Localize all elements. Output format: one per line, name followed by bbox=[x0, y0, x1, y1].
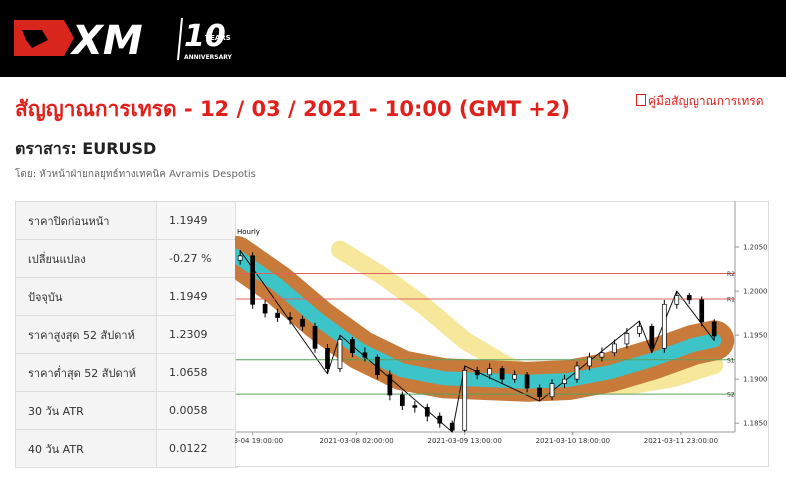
candle-body bbox=[399, 394, 405, 406]
candle-body bbox=[437, 415, 443, 424]
label-cell: เปลี่ยนแปลง bbox=[15, 239, 157, 278]
candle-body bbox=[487, 368, 493, 376]
candle-body bbox=[250, 255, 255, 305]
candle-body bbox=[237, 255, 243, 261]
y-tick-label: 1.2050 bbox=[743, 244, 768, 252]
value-cell: 1.1949 bbox=[156, 277, 238, 316]
x-tick-label: 2021-03-11 23:00:00 bbox=[644, 437, 718, 445]
author: โดย: หัวหน้าฝ่ายกลยุทธ์ทางเทคนิค Avramis… bbox=[15, 169, 256, 180]
logo-years: YEARS bbox=[204, 34, 231, 42]
y-tick-label: 1.1950 bbox=[743, 332, 768, 340]
candle-body bbox=[661, 303, 667, 349]
candle-body bbox=[587, 356, 592, 367]
level-label: S1 bbox=[727, 357, 735, 364]
value-cell: 1.0658 bbox=[156, 353, 238, 392]
candle-body bbox=[524, 374, 530, 389]
candle-body bbox=[387, 374, 393, 396]
instrument: ตราสาร: EURUSD bbox=[15, 139, 157, 158]
value-cell: 0.0058 bbox=[156, 391, 238, 430]
logo-bull bbox=[22, 30, 48, 48]
value-cell: 1.1949 bbox=[156, 201, 238, 240]
x-tick-label: 2021-03-08 02:00:00 bbox=[319, 437, 393, 445]
guide-text[interactable]: คู่มือสัญญาณการเทรด bbox=[648, 94, 764, 108]
candle-body bbox=[649, 325, 655, 349]
candle-body bbox=[637, 325, 642, 334]
table-row: ราคาปิดก่อนหน้า 1.1949 bbox=[15, 201, 238, 240]
candle-body bbox=[287, 317, 293, 320]
candle-body bbox=[300, 318, 305, 327]
candle-body bbox=[499, 368, 505, 380]
candle-body bbox=[711, 321, 717, 337]
guide-link[interactable]: คู่มือสัญญาณการเทรด bbox=[636, 92, 764, 111]
candle-body bbox=[412, 405, 418, 408]
candle-body bbox=[350, 339, 355, 354]
candle-body bbox=[275, 312, 280, 318]
candle-body bbox=[686, 295, 692, 301]
value-cell: -0.27 % bbox=[156, 239, 238, 278]
chart-title: Hourly bbox=[237, 228, 260, 236]
table-row: เปลี่ยนแปลง -0.27 % bbox=[15, 239, 238, 278]
info-table: ราคาปิดก่อนหน้า 1.1949 เปลี่ยนแปลง -0.27 % ป… bbox=[15, 201, 238, 468]
y-tick-label: 1.1850 bbox=[743, 420, 768, 428]
candle-body bbox=[375, 356, 380, 376]
candle-body bbox=[462, 369, 468, 431]
table-row: 30 วัน ATR 0.0058 bbox=[15, 391, 238, 430]
table-row: ปัจจุบัน 1.1949 bbox=[15, 277, 238, 316]
candle-body bbox=[337, 339, 343, 369]
table-row: 40 วัน ATR 0.0122 bbox=[15, 429, 238, 468]
page-title: สัญญาณการเทรด - 12 / 03 / 2021 - 10:00 (… bbox=[15, 97, 571, 121]
candle-body bbox=[325, 347, 330, 369]
candle-body bbox=[549, 383, 555, 398]
logo-text: XM bbox=[69, 18, 143, 64]
value-cell: 1.2309 bbox=[156, 315, 238, 354]
label-cell: ปัจจุบัน bbox=[15, 277, 157, 316]
value-cell: 0.0122 bbox=[156, 429, 238, 468]
candle-body bbox=[624, 333, 630, 345]
table-row: ราคาสูงสุด 52 สัปดาห์ 1.2309 bbox=[15, 315, 238, 354]
label-cell: ราคาสูงสุด 52 สัปดาห์ bbox=[15, 315, 157, 354]
logo-divider bbox=[177, 17, 183, 61]
pdf-icon bbox=[636, 94, 646, 106]
label-cell: ราคาต่ำสุด 52 สัปดาห์ bbox=[15, 353, 157, 392]
candle-body bbox=[474, 369, 480, 376]
candle-body bbox=[537, 387, 542, 398]
y-tick-label: 1.1900 bbox=[743, 376, 768, 384]
candle-body bbox=[512, 374, 517, 380]
header: XM 10 YEARS ANNIVERSARY bbox=[0, 0, 786, 77]
x-tick-label: 1-03-04 19:00:00 bbox=[235, 437, 283, 445]
candle-body bbox=[424, 406, 430, 417]
y-tick-label: 1.2000 bbox=[743, 288, 768, 296]
level-label: R1 bbox=[727, 297, 735, 304]
logo-number: 10 bbox=[184, 19, 226, 54]
logo-sub: ANNIVERSARY bbox=[184, 54, 233, 61]
chart: Hourly 1.1850 1.1900 1.1950 1.2000 1.2050 1-0… bbox=[235, 201, 769, 467]
candle-body bbox=[699, 299, 705, 323]
candle-body bbox=[574, 365, 580, 380]
candle-body bbox=[362, 352, 368, 358]
table-row: ราคาต่ำสุด 52 สัปดาห์ 1.0658 bbox=[15, 353, 238, 392]
label-cell: ราคาปิดก่อนหน้า bbox=[15, 201, 157, 240]
candle-body bbox=[599, 352, 605, 358]
candle-body bbox=[612, 343, 617, 354]
candle-body bbox=[449, 422, 455, 431]
candle-body bbox=[262, 303, 268, 314]
x-tick-label: 2021-03-10 18:00:00 bbox=[536, 437, 610, 445]
label-cell: 40 วัน ATR bbox=[15, 429, 157, 468]
level-label: S2 bbox=[727, 392, 735, 399]
label-cell: 30 วัน ATR bbox=[15, 391, 157, 430]
candle-body bbox=[562, 378, 567, 384]
level-label: R2 bbox=[727, 271, 735, 278]
candle-body bbox=[312, 325, 318, 349]
x-tick-label: 2021-03-09 13:00:00 bbox=[428, 437, 502, 445]
candle-body bbox=[674, 295, 680, 305]
logo[interactable]: XM 10 YEARS ANNIVERSARY bbox=[12, 0, 272, 77]
